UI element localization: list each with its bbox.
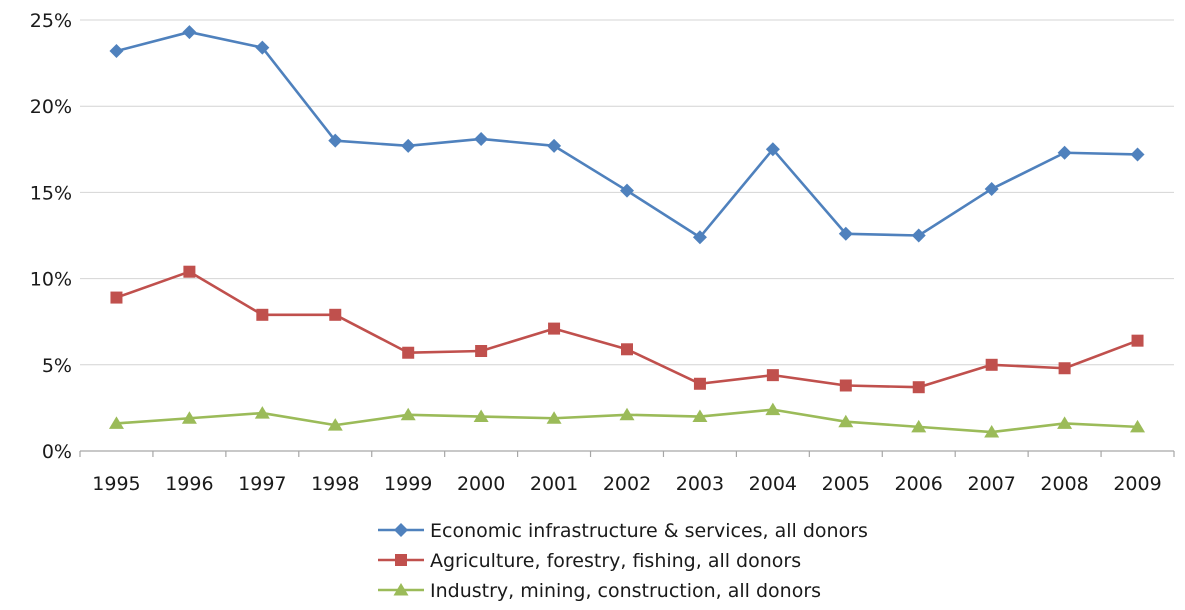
series-line [116, 30, 1138, 239]
data-point [547, 138, 562, 153]
x-tick-label: 2002 [603, 473, 651, 495]
data-point [254, 406, 270, 419]
x-tick-label: 2006 [895, 473, 943, 495]
x-tick-label: 2005 [822, 473, 870, 495]
data-point [548, 322, 561, 335]
x-tick-label: 2009 [1113, 473, 1161, 495]
data-point [765, 402, 781, 416]
x-tick-label: 1998 [311, 473, 359, 495]
legend-marker [393, 583, 409, 596]
legend-label: Industry, mining, construction, all dono… [430, 580, 821, 602]
data-point [109, 44, 124, 59]
legend-item: Industry, mining, construction, all dono… [378, 580, 821, 602]
data-point [1130, 419, 1146, 433]
data-point [401, 138, 416, 153]
data-point [474, 131, 489, 146]
legend-item: Agriculture, forestry, fishing, all dono… [378, 550, 801, 572]
legend-label: Economic infrastructure & services, all … [430, 520, 868, 542]
gridlines [80, 19, 1174, 452]
data-point [620, 183, 634, 198]
legend-item: Economic infrastructure & services, all … [378, 520, 868, 542]
data-point [1058, 362, 1071, 375]
y-tick-label: 25% [30, 10, 72, 32]
x-tick-label: 1999 [384, 473, 432, 495]
x-tick-label: 2000 [457, 473, 505, 495]
data-point [475, 345, 488, 358]
data-point [984, 181, 999, 196]
x-tick-label: 2003 [676, 473, 724, 495]
x-tick-label: 1995 [92, 473, 140, 495]
data-point [255, 40, 270, 55]
data-point [108, 416, 124, 429]
x-tick-label: 1997 [238, 473, 286, 495]
data-point [985, 358, 998, 371]
series-square [110, 265, 1144, 394]
data-point [1057, 145, 1072, 160]
axes: 0% 5% 10% 15% 20% 25% 1995 1996 1997 1998 1999 2000… [30, 10, 1175, 495]
data-point [765, 142, 780, 157]
data-point [256, 308, 269, 321]
data-point [402, 346, 415, 359]
data-point [110, 291, 123, 304]
x-tick-label: 1996 [165, 473, 213, 495]
legend: Economic infrastructure & services, all … [378, 520, 868, 602]
data-point [619, 407, 635, 421]
legend-label: Agriculture, forestry, fishing, all dono… [430, 550, 801, 572]
data-point [328, 133, 343, 148]
data-point [1131, 334, 1144, 347]
data-point [911, 228, 926, 243]
y-tick-label: 5% [42, 355, 72, 377]
data-point [1057, 416, 1073, 429]
data-point [838, 226, 853, 241]
y-tick-label: 15% [30, 182, 72, 204]
x-tick-label: 2008 [1040, 473, 1088, 495]
data-point [182, 25, 197, 40]
data-point [329, 308, 342, 321]
data-point [327, 418, 343, 431]
data-point [473, 409, 489, 423]
data-point [693, 377, 706, 390]
data-point [766, 369, 779, 382]
legend-marker [395, 554, 407, 566]
data-point [692, 230, 707, 245]
series-triangle [108, 402, 1146, 438]
data-point [839, 379, 852, 392]
x-tick-label: 2007 [967, 473, 1015, 495]
data-point [181, 411, 197, 424]
series-diamond [109, 25, 1145, 245]
y-tick-label: 0% [42, 441, 72, 463]
data-point [183, 265, 196, 278]
data-point [1130, 147, 1145, 162]
x-tick-label: 2001 [530, 473, 578, 495]
y-tick-label: 20% [30, 96, 72, 118]
data-point [621, 343, 633, 356]
data-point [984, 425, 1000, 438]
series-group [108, 25, 1146, 438]
legend-marker [394, 523, 408, 537]
y-tick-label: 10% [30, 269, 72, 291]
series-line [116, 270, 1138, 389]
data-point [400, 407, 416, 421]
data-point [911, 419, 927, 433]
data-point [546, 411, 562, 424]
data-point [692, 409, 708, 423]
data-point [912, 381, 925, 394]
x-tick-label: 2004 [749, 473, 797, 495]
data-point [838, 414, 854, 428]
